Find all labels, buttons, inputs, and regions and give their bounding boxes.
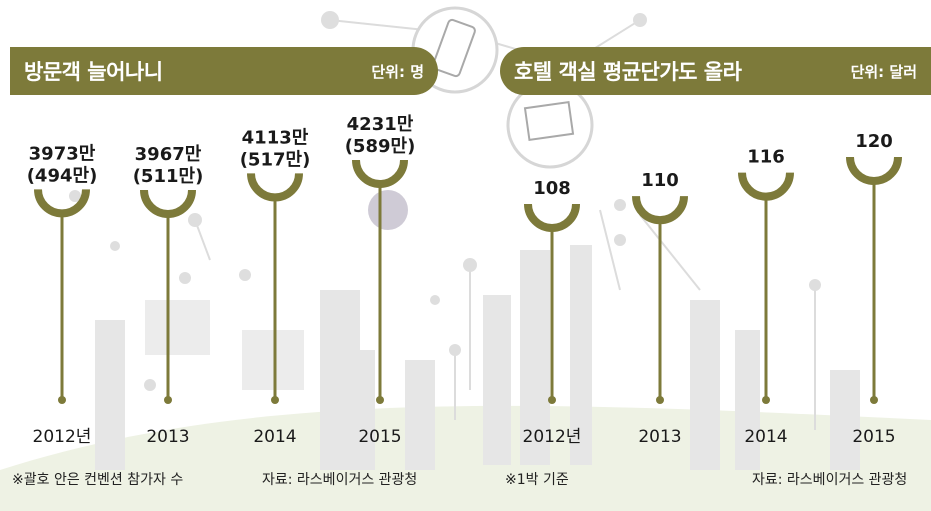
right-panel-unit: 단위: 달러 [850,62,917,81]
visitors-secondary-label: (517만) [240,149,311,170]
room-rate-category-label: 2014 [744,427,787,447]
visitors-secondary-label: (494만) [27,165,98,186]
visitors-bowl-marker [140,189,196,218]
visitors-category-label: 2012년 [33,427,92,447]
room-rate-bowl-marker [524,203,580,232]
left-source: 자료: 라스베이거스 관광청 [262,472,418,488]
left-footnote: ※괄호 안은 컨벤션 참가자 수 [12,472,184,488]
visitors-value-label: 3973만 [29,143,96,164]
room-rate-category-label: 2015 [852,427,895,447]
right-footnote: ※1박 기준 [505,472,569,488]
left-title-banner: 방문객 늘어나니 단위: 명 [10,47,438,95]
right-source: 자료: 라스베이거스 관광청 [752,472,908,488]
visitors-secondary-label: (511만) [133,166,204,187]
room-rate-value-label: 110 [641,170,679,191]
visitors-base-dot [164,396,172,404]
visitors-value-label: 4113만 [242,127,309,148]
left-panel-unit: 단위: 명 [371,62,424,81]
room-rate-category-label: 2013 [638,427,681,447]
right-title-banner: 호텔 객실 평균단가도 올라 단위: 달러 [500,47,931,95]
room-rate-bowl-marker [738,172,794,201]
visitors-category-label: 2015 [358,427,401,447]
room-rate-category-label: 2012년 [523,427,582,447]
visitors-value-label: 4231만 [347,114,414,135]
room-rate-base-dot [656,396,664,404]
room-rate-bowl-marker [632,195,688,225]
room-rate-value-label: 108 [533,178,571,199]
room-rate-value-label: 120 [855,131,893,152]
visitors-base-dot [376,396,384,404]
right-panel-title: 호텔 객실 평균단가도 올라 [514,60,742,84]
visitors-bowl-marker [34,189,90,218]
room-rate-value-label: 116 [747,147,785,168]
visitors-secondary-label: (589만) [345,136,416,157]
left-panel-title: 방문객 늘어나니 [24,60,163,84]
room-rate-base-dot [762,396,770,404]
visitors-bowl-marker [247,173,303,202]
room-rate-bowl-marker [846,156,902,185]
visitors-base-dot [271,396,279,404]
room-rate-base-dot [870,396,878,404]
visitors-value-label: 3967만 [135,144,202,165]
room-rate-base-dot [548,396,556,404]
visitors-bowl-marker [352,159,408,188]
visitors-base-dot [58,396,66,404]
visitors-category-label: 2014 [253,427,296,447]
visitors-category-label: 2013 [146,427,189,447]
